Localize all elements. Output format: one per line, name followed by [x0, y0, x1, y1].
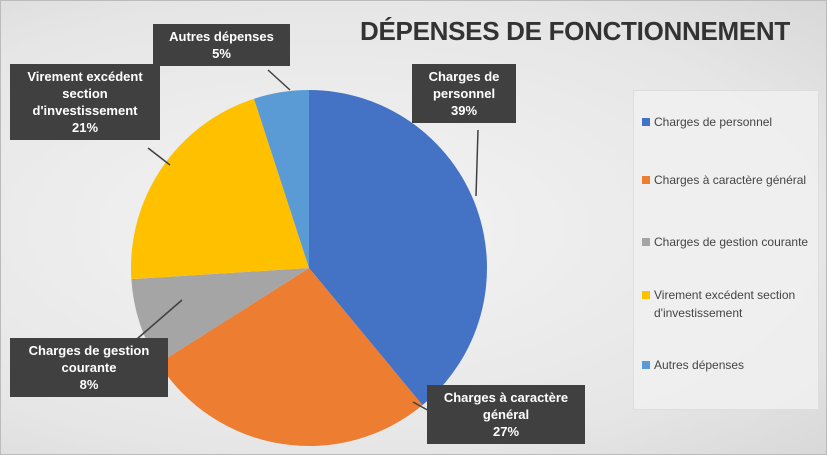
data-label-name: Charges de gestion courante — [28, 343, 150, 375]
legend: Charges de personnel Charges à caractère … — [633, 90, 819, 410]
legend-swatch — [642, 361, 650, 369]
pie-slice — [131, 98, 309, 280]
pie-slice — [309, 90, 488, 406]
data-label-name: Autres dépenses — [169, 29, 274, 44]
data-label-value: 8% — [79, 377, 99, 392]
legend-swatch — [642, 238, 650, 246]
data-label-value: 21% — [71, 120, 99, 135]
legend-item: Autres dépenses — [642, 356, 818, 374]
legend-item: Charges de personnel — [642, 113, 818, 131]
pie-slice — [158, 268, 423, 446]
legend-item: Virement excédent section d'investisseme… — [642, 286, 818, 322]
data-label: Virement excédent section d'investisseme… — [10, 64, 160, 140]
legend-swatch — [642, 176, 650, 184]
legend-label: Charges de gestion courante — [654, 235, 809, 249]
data-label-name: Charges à caractère général — [443, 390, 569, 422]
pie-slice — [131, 268, 309, 364]
legend-label: Charges à caractère général — [654, 173, 807, 187]
callout-pointer — [147, 147, 171, 166]
legend-swatch — [642, 118, 650, 126]
data-label: Charges de gestion courante 8% — [10, 338, 168, 397]
data-label-value: 5% — [212, 46, 231, 61]
legend-swatch — [642, 291, 650, 299]
data-label: Charges de personnel 39% — [412, 64, 516, 123]
legend-item: Charges à caractère général — [642, 171, 818, 189]
chart-title: DÉPENSES DE FONCTIONNEMENT — [360, 16, 790, 46]
callout-pointer — [129, 299, 183, 346]
data-label-value: 27% — [492, 424, 520, 439]
pie-slice — [253, 90, 309, 268]
data-label: Charges à caractère général 27% — [427, 385, 585, 444]
data-label-name: Charges de personnel — [428, 69, 500, 101]
callout-pointer — [475, 129, 479, 197]
legend-item: Charges de gestion courante — [642, 233, 818, 251]
callout-pointer — [267, 69, 291, 91]
legend-label: Autres dépenses — [654, 358, 745, 372]
data-label: Autres dépenses 5% — [153, 24, 290, 66]
data-label-name: Virement excédent section d'investisseme… — [27, 69, 143, 118]
legend-label: Charges de personnel — [654, 115, 773, 129]
legend-label: Virement excédent section d'investisseme… — [654, 288, 796, 320]
data-label-value: 39% — [450, 103, 478, 118]
